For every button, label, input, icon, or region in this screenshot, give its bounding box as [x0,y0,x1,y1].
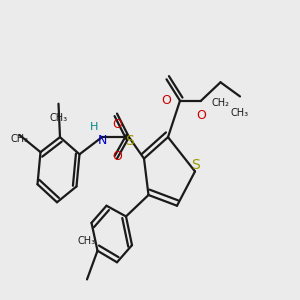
Text: CH₃: CH₃ [11,134,28,145]
Text: CH₃: CH₃ [231,107,249,118]
Text: O: O [162,94,171,107]
Text: O: O [196,109,206,122]
Text: CH₃: CH₃ [78,236,96,246]
Text: S: S [124,134,134,148]
Text: CH₃: CH₃ [50,112,68,123]
Text: N: N [97,134,107,148]
Text: H: H [90,122,99,133]
Text: S: S [190,158,200,172]
Text: O: O [112,149,122,163]
Text: CH₂: CH₂ [212,98,230,108]
Text: O: O [112,118,122,131]
